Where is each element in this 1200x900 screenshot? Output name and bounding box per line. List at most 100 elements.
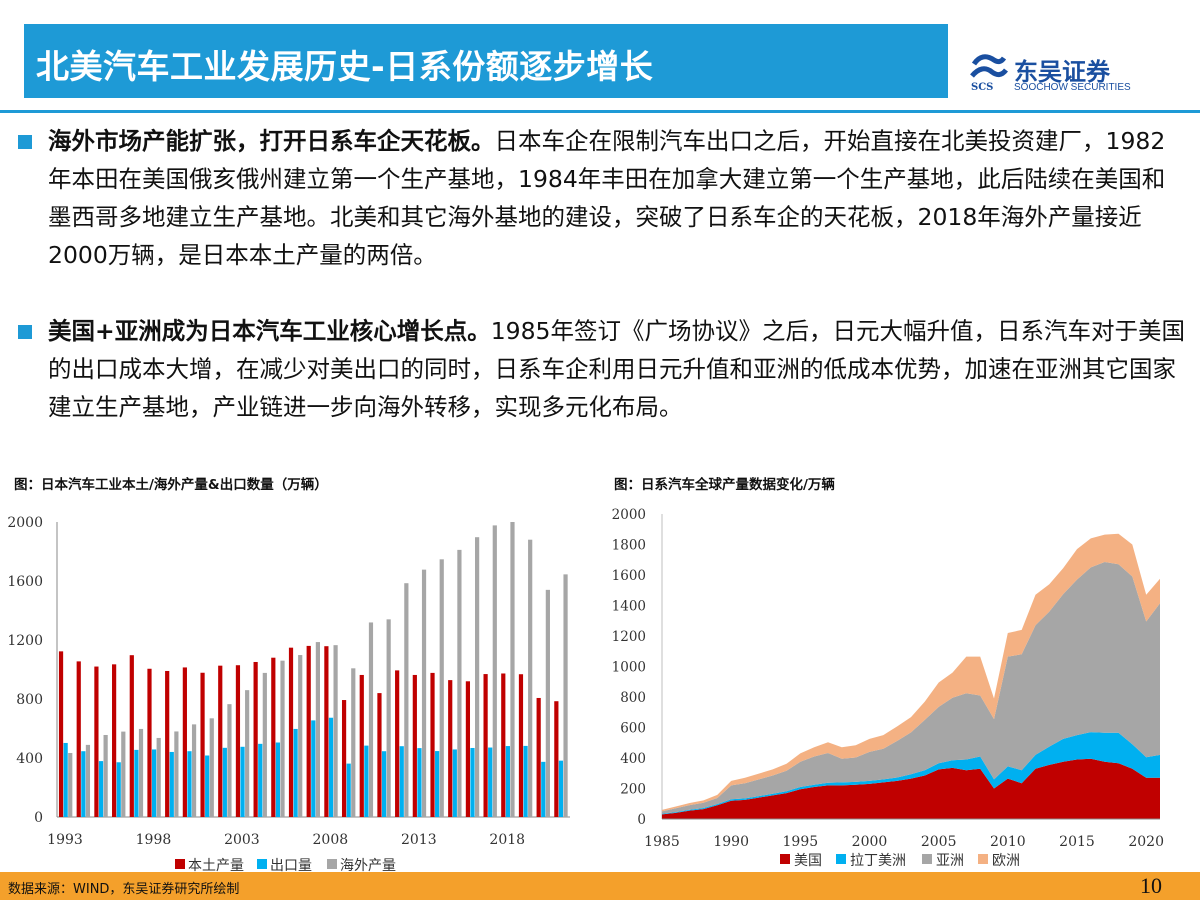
- bar-2: [457, 549, 462, 817]
- bar-1: [258, 743, 263, 817]
- legend-label: 本土产量: [188, 858, 244, 874]
- bar-1: [81, 751, 86, 817]
- bar-0: [501, 673, 506, 817]
- bar-1: [488, 747, 493, 817]
- bar-2: [262, 672, 267, 817]
- scs-logo-icon: SCS: [970, 54, 1008, 92]
- bullet-heading: 美国+亚洲成为日本汽车工业核心增长点。: [48, 317, 491, 345]
- bar-1: [222, 747, 227, 817]
- x-tick-label: 1990: [713, 834, 749, 850]
- bar-2: [174, 731, 179, 817]
- x-tick-label: 1985: [644, 834, 680, 850]
- x-tick-label: 2008: [313, 832, 349, 848]
- bar-1: [541, 761, 546, 817]
- bar-1: [275, 742, 281, 817]
- y-tick-label: 1200: [612, 629, 646, 645]
- bar-2: [333, 645, 338, 817]
- bullet-body: 1985年签订《广场协议》之后，日元大幅升值，日系汽车对于美国的出口成本大增，在…: [48, 317, 1186, 421]
- header-divider: [0, 110, 1200, 113]
- bar-1: [293, 728, 298, 817]
- bar-2: [68, 752, 73, 817]
- y-tick-label: 200: [620, 782, 646, 798]
- x-tick-label: 1995: [783, 834, 819, 850]
- bar-1: [505, 746, 510, 817]
- legend-swatch: [327, 859, 337, 869]
- bullet-square-icon: [18, 135, 32, 149]
- bar-2: [85, 744, 91, 817]
- x-tick-label: 2005: [921, 834, 957, 850]
- bar-2: [227, 704, 232, 817]
- bar-0: [306, 645, 311, 817]
- bar-0: [377, 693, 382, 817]
- x-tick-label: 2000: [852, 834, 888, 850]
- bar-0: [76, 661, 81, 817]
- bar-1: [169, 751, 174, 817]
- y-tick-label: 400: [620, 751, 646, 767]
- y-tick-label: 800: [16, 692, 43, 708]
- bar-0: [341, 700, 347, 817]
- bar-1: [151, 749, 157, 817]
- bullet-square-icon: [18, 325, 32, 339]
- bar-2: [368, 622, 374, 817]
- svg-text:SCS: SCS: [971, 82, 993, 92]
- x-tick-label: 2010: [990, 834, 1026, 850]
- bullet-text: 美国+亚洲成为日本汽车工业核心增长点。1985年签订《广场协议》之后，日元大幅升…: [48, 312, 1188, 426]
- bar-1: [381, 751, 387, 817]
- y-tick-label: 1800: [612, 538, 646, 554]
- bar-1: [558, 760, 564, 817]
- footer-bar: [0, 872, 1200, 900]
- y-tick-label: 0: [34, 810, 43, 826]
- bar-0: [218, 665, 223, 817]
- bar-0: [94, 666, 99, 817]
- bar-chart-production-export: 0 400 800 1200 1600 2000 1993 1998 2003 2008 2013 2…: [7, 515, 570, 874]
- bar-2: [351, 668, 356, 817]
- bar-0: [448, 680, 453, 817]
- bar-2: [138, 728, 144, 817]
- y-tick-label: 800: [620, 690, 646, 706]
- y-tick-label: 1000: [612, 660, 646, 676]
- bar-1: [364, 745, 369, 817]
- area-series-3: [662, 533, 1160, 812]
- bar-0: [112, 664, 117, 817]
- bar-0: [253, 661, 258, 817]
- y-tick-label: 1600: [612, 568, 646, 584]
- bar-2: [563, 574, 568, 817]
- page-number: 10: [1140, 873, 1162, 898]
- bar-0: [518, 674, 524, 817]
- bar-1: [417, 748, 422, 817]
- bar-1: [452, 749, 457, 817]
- x-tick-label: 2015: [1059, 834, 1095, 850]
- bar-2: [315, 642, 320, 817]
- bar-1: [116, 762, 121, 817]
- bar-2: [121, 731, 126, 817]
- legend-swatch: [175, 859, 185, 869]
- bar-1: [523, 745, 528, 817]
- bar-0: [288, 647, 294, 817]
- bar-2: [156, 737, 161, 817]
- bar-0: [147, 668, 152, 817]
- logo-english-name: SOOCHOW SECURITIES: [1014, 82, 1131, 93]
- y-tick-label: 1200: [7, 633, 43, 649]
- area-series-1: [662, 732, 1160, 815]
- chart-title-global-production: 图：日系汽车全球产量数据变化/万辆: [614, 477, 835, 493]
- bar-0: [165, 670, 170, 817]
- x-tick-label: 2018: [489, 832, 525, 848]
- bullet-us-asia-growth: 美国+亚洲成为日本汽车工业核心增长点。1985年签订《广场协议》之后，日元大幅升…: [18, 312, 1185, 464]
- bar-0: [200, 672, 205, 817]
- legend-label: 欧洲: [992, 853, 1020, 869]
- bar-1: [346, 763, 351, 817]
- x-tick-label: 2013: [401, 832, 437, 848]
- bar-0: [324, 646, 329, 817]
- x-tick-label: 1998: [136, 832, 172, 848]
- page-title: 北美汽车工业发展历史-日系份额逐步增长: [36, 47, 654, 86]
- bar-1: [134, 749, 139, 817]
- bar-2: [103, 734, 108, 817]
- y-tick-label: 2000: [612, 507, 646, 523]
- bar-2: [492, 525, 497, 817]
- logo-chinese-name: 东吴证券: [1014, 58, 1110, 86]
- bar-0: [58, 651, 64, 817]
- bar-0: [395, 670, 400, 817]
- bar-2: [510, 522, 515, 817]
- bar-2: [404, 583, 409, 817]
- legend-swatch: [978, 854, 988, 864]
